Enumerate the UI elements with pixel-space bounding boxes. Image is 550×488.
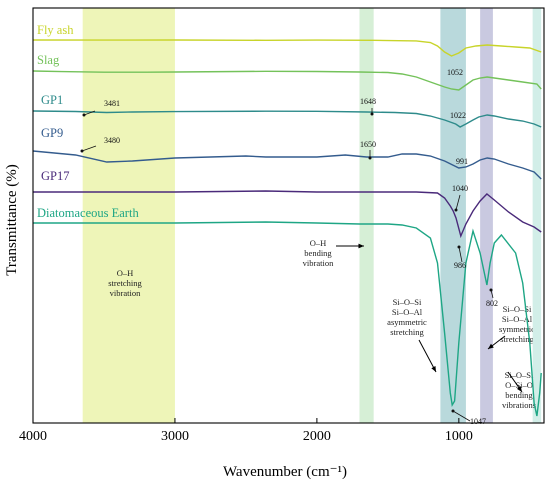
series-label-0: Fly ash [37,23,74,37]
annotation-8: 986 [454,261,466,270]
series-line-0 [32,39,542,57]
annotation-0: 3481 [104,99,120,108]
annotation-pointer-head-7 [454,208,458,212]
series-label-3: GP9 [41,126,63,140]
band-label-0: O–H stretching vibration [108,268,142,298]
annotation-6: 1650 [360,140,376,149]
band-4 [532,8,542,423]
annotation-pointer-0 [83,110,96,116]
annotation-pointer-head-5 [80,149,84,153]
band-2 [440,8,466,423]
annotation-5: 3480 [104,136,120,145]
axis-layer: 4000 3000 2000 1000 [19,7,545,444]
series-line-5 [33,221,542,417]
annotation-pointer-head-0 [82,113,86,117]
band-arrow-head-0 [358,243,364,249]
annotation-pointer-head-1 [370,112,374,116]
x-tick-label-2: 2000 [303,429,331,444]
series-layer [32,39,542,417]
band-3 [480,8,493,423]
annotation-4: 991 [456,157,468,166]
annotation-10: 1047 [470,417,486,426]
band-label-3: Si–O–Si Si–O–Al symmetric stretching [499,304,535,344]
series-label-layer: Fly ash Slag GP1 GP9 GP17 Diatomaceous Earth [37,23,139,220]
annotation-1: 1648 [360,97,376,106]
series-label-4: GP17 [41,169,69,183]
band-label-1: O–H bending vibration [303,238,334,268]
band-layer: O–H stretching vibration O–H bending vibratio… [82,8,542,423]
series-line-4 [33,190,542,239]
series-line-2 [32,110,542,128]
annotation-pointer-head-8 [457,245,461,249]
annotation-2: 1052 [447,68,463,77]
annotation-9: 802 [486,299,498,308]
band-label-2: Si–O–Si Si–O–Al asymmetric stretching [387,297,427,337]
annotation-pointer-head-9 [489,288,493,292]
annotation-pointer-8 [458,246,463,263]
plot-frame [32,7,545,424]
x-axis-label: Wavenumber (cm⁻¹) [223,464,347,480]
annotation-pointer-7 [455,194,461,211]
annotation-pointer-head-10 [451,409,455,413]
band-0 [82,8,175,423]
x-tick-label-3: 1000 [445,429,473,444]
x-tick-label-1: 3000 [161,429,189,444]
band-arrow-head-3 [516,386,522,392]
series-label-2: GP1 [41,93,63,107]
y-axis-label: Transmittance (%) [4,164,20,276]
band-label-4: Si–O–Si O–Si–O bending vibrations [502,370,536,410]
annotation-pointer-5 [81,145,97,152]
annotation-3: 1022 [450,111,466,120]
annotation-pointer-10 [452,410,471,422]
series-line-1 [32,70,542,91]
annotation-7: 1040 [452,184,468,193]
band-arrow-1 [418,339,437,373]
series-label-5: Diatomaceous Earth [37,206,139,220]
series-label-1: Slag [37,53,60,67]
x-tick-label-0: 4000 [19,429,47,444]
annotation-layer: 3481 1648 1052 1022 991 3480 1650 1040 986 802 104… [80,68,523,426]
band-1 [359,8,374,423]
band-arrow-head-2 [488,343,494,349]
band-arrow-head-1 [431,366,436,372]
annotation-pointer-head-6 [368,156,372,160]
series-line-3 [32,150,542,180]
